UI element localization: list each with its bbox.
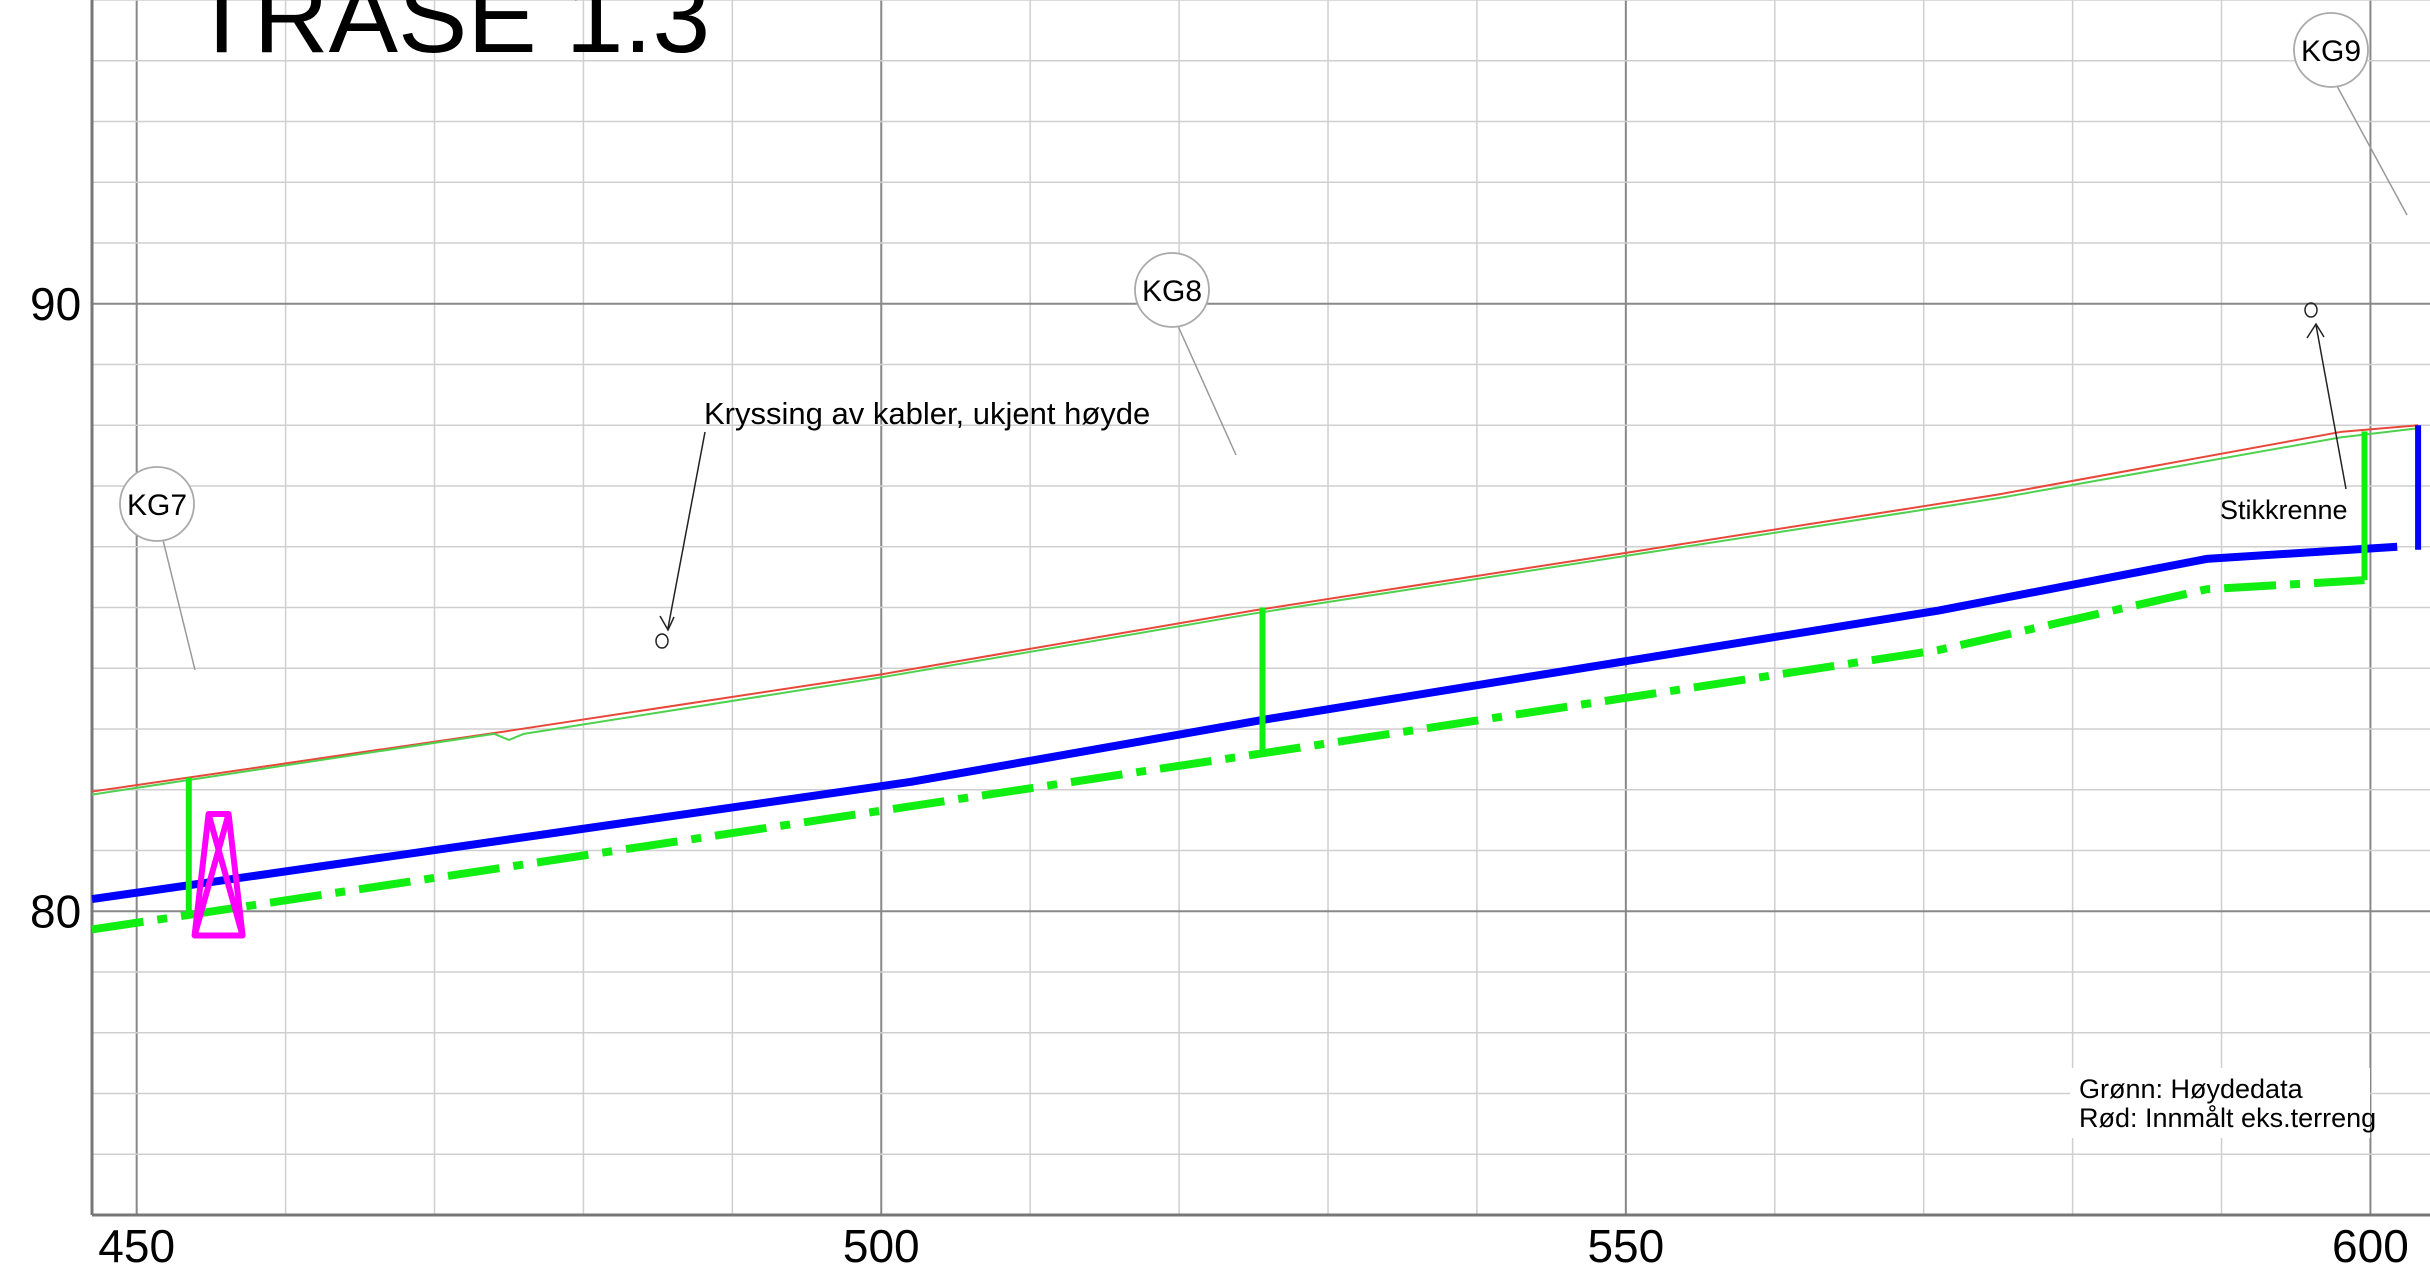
series-line-measured-terrain xyxy=(91,424,2419,793)
chart-title: TRASE 1.3 xyxy=(190,0,710,75)
cable-crossing-annotation: Kryssing av kabler, ukjent høyde xyxy=(704,396,1150,431)
series-line-elevation-data xyxy=(91,427,2419,796)
series-line-trench-bottom xyxy=(91,576,2365,934)
y-tick-label: 90 xyxy=(30,278,81,330)
x-tick-label: 600 xyxy=(2332,1220,2409,1270)
y-tick-label: 80 xyxy=(30,885,81,937)
culvert-annotation: Stikkrenne xyxy=(2220,495,2348,525)
callout-leader xyxy=(2336,85,2408,216)
x-tick-label: 550 xyxy=(1587,1220,1664,1270)
callout-circle xyxy=(2293,12,2369,88)
manhole-layer: KG7 KG8 KG9 xyxy=(119,12,2422,939)
callout-leader xyxy=(1177,325,1237,456)
manhole-label: KG8 xyxy=(1142,275,1202,308)
legend-line-green: Grønn: Høydedata xyxy=(2079,1074,2304,1104)
annotation-layer xyxy=(655,302,2370,1138)
annotation-leader xyxy=(2315,324,2347,490)
annotation-arrowhead xyxy=(659,615,675,632)
manhole-label: KG9 xyxy=(2301,35,2361,68)
series-layer xyxy=(91,424,2419,934)
annotation-arrowhead xyxy=(2306,322,2325,339)
callout-circle xyxy=(1134,252,1210,328)
callout-leader xyxy=(162,539,196,671)
x-tick-label: 500 xyxy=(843,1220,920,1270)
annotation-leader xyxy=(667,431,706,629)
crossing-marker-diagonal xyxy=(205,813,246,937)
culvert-marker-circle xyxy=(2304,302,2318,318)
crossing-marker-diagonal xyxy=(191,813,232,937)
tick-labels: 450 500 550 600 80 90 xyxy=(30,278,2409,1270)
legend-line-red: Rød: Innmålt eks.terreng xyxy=(2079,1103,2376,1133)
callout-circle xyxy=(119,466,195,542)
series-line-pipe-top xyxy=(91,542,2398,904)
manhole-label: KG7 xyxy=(127,489,187,522)
x-tick-label: 450 xyxy=(98,1220,175,1270)
cable-marker-circle xyxy=(655,633,669,649)
legend-background xyxy=(2070,1068,2370,1138)
